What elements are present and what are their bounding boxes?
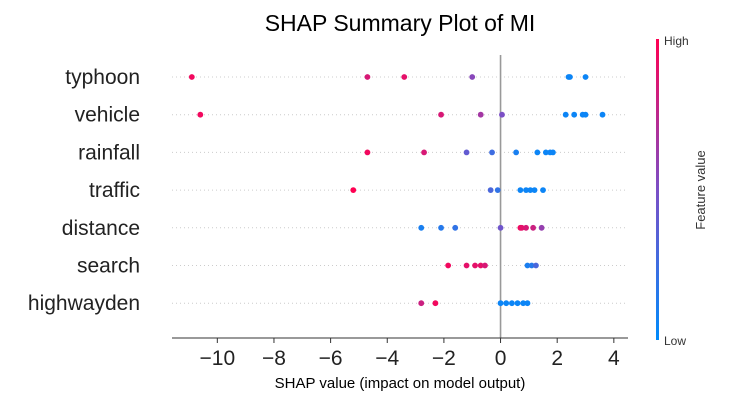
shap-point [542, 149, 549, 156]
shap-point [517, 187, 524, 194]
shap-point [528, 262, 535, 269]
x-tick-label: 0 [495, 347, 507, 370]
shap-point [497, 224, 504, 231]
shap-point [527, 187, 534, 194]
shap-point [514, 300, 521, 307]
shap-point [518, 224, 525, 231]
feature-label: traffic [89, 179, 140, 202]
y-axis-labels: typhoon vehicle rainfall traffic distance sea… [28, 66, 140, 315]
shap-point [599, 111, 606, 118]
shap-point [477, 262, 484, 269]
shap-point [503, 300, 510, 307]
shap-point [571, 111, 578, 118]
shap-point [364, 74, 371, 80]
x-tick-label: −2 [432, 347, 456, 370]
shap-point [523, 187, 529, 194]
shap-point [418, 300, 425, 307]
shap-point [438, 111, 444, 118]
shap-point [364, 149, 371, 156]
feature-label: typhoon [65, 66, 140, 89]
shap-point [452, 224, 459, 231]
shap-point [188, 74, 195, 80]
x-tick-label: −8 [262, 347, 286, 370]
shap-point [513, 149, 520, 156]
shap-point [482, 262, 488, 269]
shap-point [523, 224, 529, 231]
shap-point [538, 224, 545, 231]
feature-label: vehicle [75, 104, 140, 127]
x-tick-label: −10 [200, 347, 236, 370]
shap-point [432, 300, 439, 307]
shap-point [401, 74, 408, 80]
data-points [188, 74, 606, 307]
shap-point [421, 149, 427, 156]
shap-point [565, 74, 572, 80]
feature-label: search [77, 255, 140, 278]
x-tick-label: −4 [375, 347, 399, 370]
colorbar-label: Feature value [693, 150, 708, 230]
x-tick-label: 2 [551, 347, 563, 370]
chart-title: SHAP Summary Plot of MI [265, 10, 536, 36]
colorbar-low-label: Low [664, 334, 686, 348]
shap-point [463, 149, 470, 156]
shap-point [477, 111, 484, 118]
shap-point [438, 224, 444, 231]
x-axis-ticks: −10 −8 −6 −4 −2 0 2 4 [200, 338, 620, 370]
x-tick-label: 4 [608, 347, 620, 370]
feature-label: distance [62, 217, 140, 240]
feature-label: rainfall [78, 141, 140, 164]
shap-point [197, 111, 204, 118]
x-axis-label: SHAP value (impact on model output) [275, 375, 526, 392]
x-tick-label: −6 [319, 347, 343, 370]
feature-rows [172, 76, 628, 304]
shap-point [508, 300, 515, 307]
shap-point [494, 187, 501, 194]
shap-point [524, 300, 531, 307]
colorbar [656, 39, 659, 340]
shap-point [463, 262, 470, 269]
shap-point [534, 149, 541, 156]
shap-point [550, 149, 556, 156]
shap-point [582, 111, 589, 118]
shap-point [582, 74, 589, 80]
shap-point [469, 74, 476, 80]
shap-point [520, 300, 527, 307]
shap-point [540, 187, 546, 194]
shap-point [562, 111, 569, 118]
shap-point [350, 187, 357, 194]
shap-point [524, 262, 531, 269]
shap-point [499, 111, 505, 118]
shap-point [533, 262, 539, 269]
shap-point [418, 224, 425, 231]
feature-label: highwayden [28, 292, 140, 315]
shap-point [530, 224, 537, 231]
shap-point [489, 149, 495, 156]
colorbar-high-label: High [664, 34, 689, 48]
shap-point [487, 187, 494, 194]
shap-point [445, 262, 452, 269]
shap-point [497, 300, 504, 307]
shap-point [531, 187, 538, 194]
shap-point [472, 262, 478, 269]
